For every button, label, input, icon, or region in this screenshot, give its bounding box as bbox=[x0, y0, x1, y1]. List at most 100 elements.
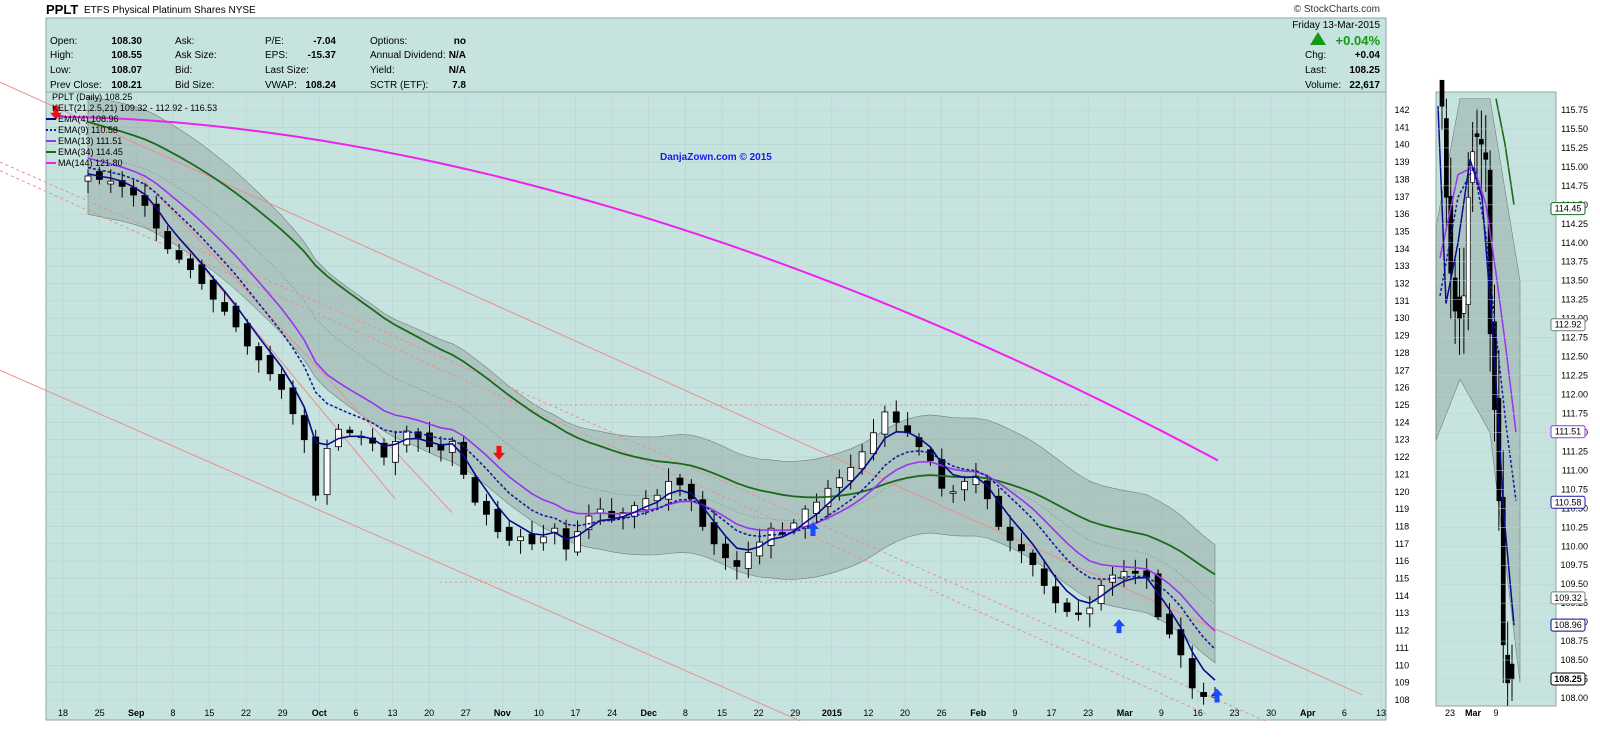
candle-body bbox=[323, 447, 331, 496]
high-label: High: bbox=[50, 50, 73, 61]
zoom-price-tick-label: 114.75 bbox=[1561, 181, 1588, 191]
price-tick-label: 140 bbox=[1394, 140, 1409, 150]
zoom-candle-body bbox=[1496, 398, 1502, 502]
candle-body bbox=[107, 180, 115, 185]
sctr-value: 7.8 bbox=[452, 80, 466, 91]
candle-body bbox=[517, 536, 524, 542]
zoom-price-tick-label: 115.25 bbox=[1561, 143, 1588, 153]
options-label: Options: bbox=[370, 36, 407, 47]
zoom-price-tick-label: 112.25 bbox=[1561, 371, 1588, 381]
zoom-candle-body bbox=[1444, 118, 1449, 198]
date-tick-label: 30 bbox=[1266, 708, 1276, 718]
candle-body bbox=[1143, 570, 1151, 578]
candle-body bbox=[403, 430, 411, 446]
date-tick-label: 8 bbox=[170, 708, 175, 718]
zoom-value-tag-box bbox=[1550, 202, 1586, 216]
date-tick-label: Nov bbox=[494, 708, 511, 718]
candle-body bbox=[961, 480, 968, 491]
ema4-line bbox=[87, 173, 1216, 681]
options-value: no bbox=[454, 36, 466, 47]
candle-body bbox=[312, 436, 320, 496]
prev-close-value: 108.21 bbox=[111, 80, 142, 91]
price-tick-label: 114 bbox=[1395, 591, 1409, 601]
date-tick-label: Mar bbox=[1117, 708, 1134, 718]
prev-close-label: Prev Close: bbox=[50, 80, 102, 91]
exchange: NYSE bbox=[228, 5, 256, 16]
up-arrow-icon bbox=[807, 521, 819, 536]
candle-body bbox=[494, 508, 502, 533]
zoom-price-tick-label: 115.00 bbox=[1561, 162, 1588, 172]
symbol: PPLT bbox=[46, 2, 79, 17]
price-tick-label: 135 bbox=[1394, 226, 1409, 236]
price-tick-label: 113 bbox=[1395, 608, 1409, 618]
date-tick-label: 23 bbox=[1083, 708, 1093, 718]
zoom-value-tags: 114.45 112.92 111.51 110.58 109.32 108.96 108.… bbox=[1550, 202, 1586, 686]
candle-body bbox=[483, 500, 490, 515]
zoom-candle-body bbox=[1457, 296, 1462, 319]
price-tick-label: 126 bbox=[1394, 383, 1409, 393]
zoom-price-tick-label: 111.00 bbox=[1562, 465, 1588, 475]
price-tick-label: 137 bbox=[1394, 192, 1409, 202]
candle-body bbox=[710, 522, 718, 545]
candle-body bbox=[1166, 613, 1173, 635]
date-tick-label: 18 bbox=[58, 708, 68, 718]
candle-body bbox=[1006, 526, 1014, 541]
dividend-label: Annual Dividend: bbox=[370, 50, 446, 61]
date-tick-label: 20 bbox=[900, 708, 910, 718]
zoom-price-tick-label: 108.75 bbox=[1560, 636, 1588, 646]
date-tick-label: 6 bbox=[353, 708, 358, 718]
candle-body bbox=[209, 279, 217, 300]
zoom-price-tick-label: 115.75 bbox=[1561, 105, 1588, 115]
vwap-label: VWAP: bbox=[265, 80, 297, 91]
up-triangle-icon bbox=[1310, 32, 1326, 45]
channel-line-upper-dashed bbox=[0, 161, 1266, 722]
source-credit[interactable]: © StockCharts.com bbox=[1293, 4, 1380, 15]
candle-body bbox=[1029, 552, 1037, 566]
price-tick-label: 121 bbox=[1394, 469, 1409, 479]
up-arrow-icon bbox=[1211, 688, 1223, 703]
price-tick-label: 131 bbox=[1394, 296, 1409, 306]
candle-body bbox=[152, 203, 160, 229]
candle-body bbox=[847, 467, 855, 481]
pe-value: -7.04 bbox=[313, 36, 336, 47]
candle-body bbox=[687, 483, 695, 500]
candle-body bbox=[835, 477, 843, 488]
zoom-price-tick-label: 113.50 bbox=[1561, 276, 1588, 286]
zoom-ema34-line bbox=[1495, 98, 1515, 205]
candle-body bbox=[460, 441, 468, 475]
zoom-value-tag-label: 111.51 bbox=[1555, 427, 1581, 437]
date-tick-label: 25 bbox=[95, 708, 105, 718]
candle-body bbox=[927, 449, 934, 461]
candle-body bbox=[243, 323, 251, 347]
candle-body bbox=[1120, 571, 1128, 580]
zoom-candle-body bbox=[1505, 654, 1510, 684]
zoom-candle-body bbox=[1465, 196, 1471, 305]
date-tick-label: 17 bbox=[571, 708, 581, 718]
price-tick-label: 118 bbox=[1395, 521, 1409, 531]
security-title: ETFS Physical Platinum Shares bbox=[84, 5, 226, 16]
candle-body bbox=[995, 495, 1003, 527]
candle-body bbox=[642, 498, 650, 511]
price-tick-label: 133 bbox=[1394, 261, 1409, 271]
candle-body bbox=[1063, 602, 1071, 612]
candle-body bbox=[539, 536, 547, 544]
date-tick-label: 10 bbox=[534, 708, 544, 718]
zoom-value-tag-label: 109.32 bbox=[1554, 593, 1582, 603]
price-tick-label: 123 bbox=[1394, 435, 1409, 445]
candle-body bbox=[1131, 570, 1139, 574]
candle-body bbox=[187, 258, 194, 271]
date-tick-label: 8 bbox=[683, 708, 688, 718]
zoom-candle-body bbox=[1452, 277, 1458, 312]
date-tick-label: 15 bbox=[204, 708, 214, 718]
zoom-candle-body bbox=[1474, 133, 1480, 137]
candle-body bbox=[255, 346, 263, 361]
price-tick-label: 124 bbox=[1394, 417, 1409, 427]
zoom-price-tick-label: 114.00 bbox=[1561, 238, 1588, 248]
date-tick-label: Sep bbox=[128, 708, 145, 718]
candle-body bbox=[722, 543, 729, 559]
zoom-price-tick-label: 108.00 bbox=[1560, 693, 1588, 703]
price-tick-label: 117 bbox=[1395, 539, 1409, 549]
date-tick-label: 29 bbox=[278, 708, 288, 718]
candle-body bbox=[289, 387, 297, 415]
